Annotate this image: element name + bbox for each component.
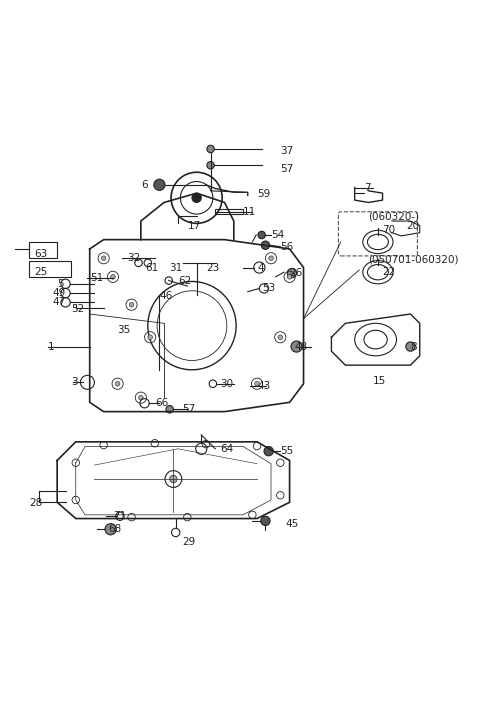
Circle shape bbox=[166, 406, 173, 413]
Text: 29: 29 bbox=[183, 537, 196, 547]
Circle shape bbox=[110, 275, 115, 279]
Text: 59: 59 bbox=[257, 189, 270, 199]
Text: 32: 32 bbox=[127, 253, 140, 263]
Text: 23: 23 bbox=[206, 262, 219, 273]
Text: 1: 1 bbox=[48, 342, 55, 352]
Text: 8: 8 bbox=[410, 342, 417, 352]
Text: (050701-060320): (050701-060320) bbox=[369, 255, 459, 264]
Text: 25: 25 bbox=[34, 267, 47, 277]
Circle shape bbox=[148, 335, 153, 340]
Circle shape bbox=[278, 335, 283, 340]
Circle shape bbox=[139, 395, 143, 400]
Circle shape bbox=[129, 302, 134, 307]
Circle shape bbox=[105, 523, 116, 535]
Circle shape bbox=[261, 516, 270, 526]
Text: 55: 55 bbox=[280, 446, 294, 456]
Text: 52: 52 bbox=[71, 304, 84, 314]
Text: 48: 48 bbox=[294, 342, 308, 352]
Circle shape bbox=[287, 268, 297, 278]
Circle shape bbox=[115, 381, 120, 386]
Text: 64: 64 bbox=[220, 444, 233, 454]
Text: 46: 46 bbox=[159, 291, 173, 301]
Circle shape bbox=[269, 256, 273, 260]
Text: 62: 62 bbox=[178, 275, 191, 286]
Text: 63: 63 bbox=[34, 249, 47, 259]
Text: 57: 57 bbox=[280, 164, 294, 174]
Text: 15: 15 bbox=[373, 376, 386, 386]
Text: 35: 35 bbox=[118, 325, 131, 335]
Text: 45: 45 bbox=[285, 519, 298, 529]
Circle shape bbox=[261, 241, 270, 249]
Circle shape bbox=[192, 193, 201, 203]
Circle shape bbox=[258, 231, 265, 239]
Circle shape bbox=[255, 381, 259, 386]
Text: 49: 49 bbox=[52, 288, 66, 298]
Text: 57: 57 bbox=[183, 404, 196, 415]
Text: 3: 3 bbox=[71, 377, 78, 387]
Text: 37: 37 bbox=[280, 146, 294, 156]
Text: 20: 20 bbox=[406, 221, 419, 231]
Text: 47: 47 bbox=[52, 297, 66, 307]
Text: 7: 7 bbox=[364, 182, 371, 193]
Text: 17: 17 bbox=[187, 221, 201, 231]
Text: 4: 4 bbox=[257, 262, 264, 273]
Circle shape bbox=[207, 162, 214, 169]
Text: 51: 51 bbox=[90, 273, 103, 283]
Text: 61: 61 bbox=[145, 262, 159, 273]
Text: 68: 68 bbox=[108, 524, 121, 534]
Text: 31: 31 bbox=[169, 262, 182, 273]
Text: (060320-): (060320-) bbox=[369, 211, 420, 221]
Text: 66: 66 bbox=[155, 398, 168, 408]
Circle shape bbox=[291, 341, 302, 352]
Circle shape bbox=[154, 180, 165, 190]
Circle shape bbox=[101, 256, 106, 260]
Text: 56: 56 bbox=[280, 242, 294, 252]
Text: 11: 11 bbox=[243, 207, 256, 217]
Text: 6: 6 bbox=[141, 180, 147, 190]
Text: 30: 30 bbox=[220, 379, 233, 389]
Text: 71: 71 bbox=[113, 511, 126, 521]
Circle shape bbox=[264, 446, 273, 456]
Text: 70: 70 bbox=[383, 226, 396, 235]
Circle shape bbox=[207, 145, 214, 153]
Text: 5: 5 bbox=[57, 279, 64, 289]
Text: 43: 43 bbox=[257, 381, 270, 391]
Text: 26: 26 bbox=[289, 268, 303, 278]
Circle shape bbox=[287, 275, 292, 279]
Text: 54: 54 bbox=[271, 230, 284, 240]
Circle shape bbox=[406, 342, 415, 351]
Text: 53: 53 bbox=[262, 283, 275, 293]
Circle shape bbox=[169, 475, 177, 483]
Text: 28: 28 bbox=[29, 498, 43, 508]
Text: 22: 22 bbox=[383, 267, 396, 277]
